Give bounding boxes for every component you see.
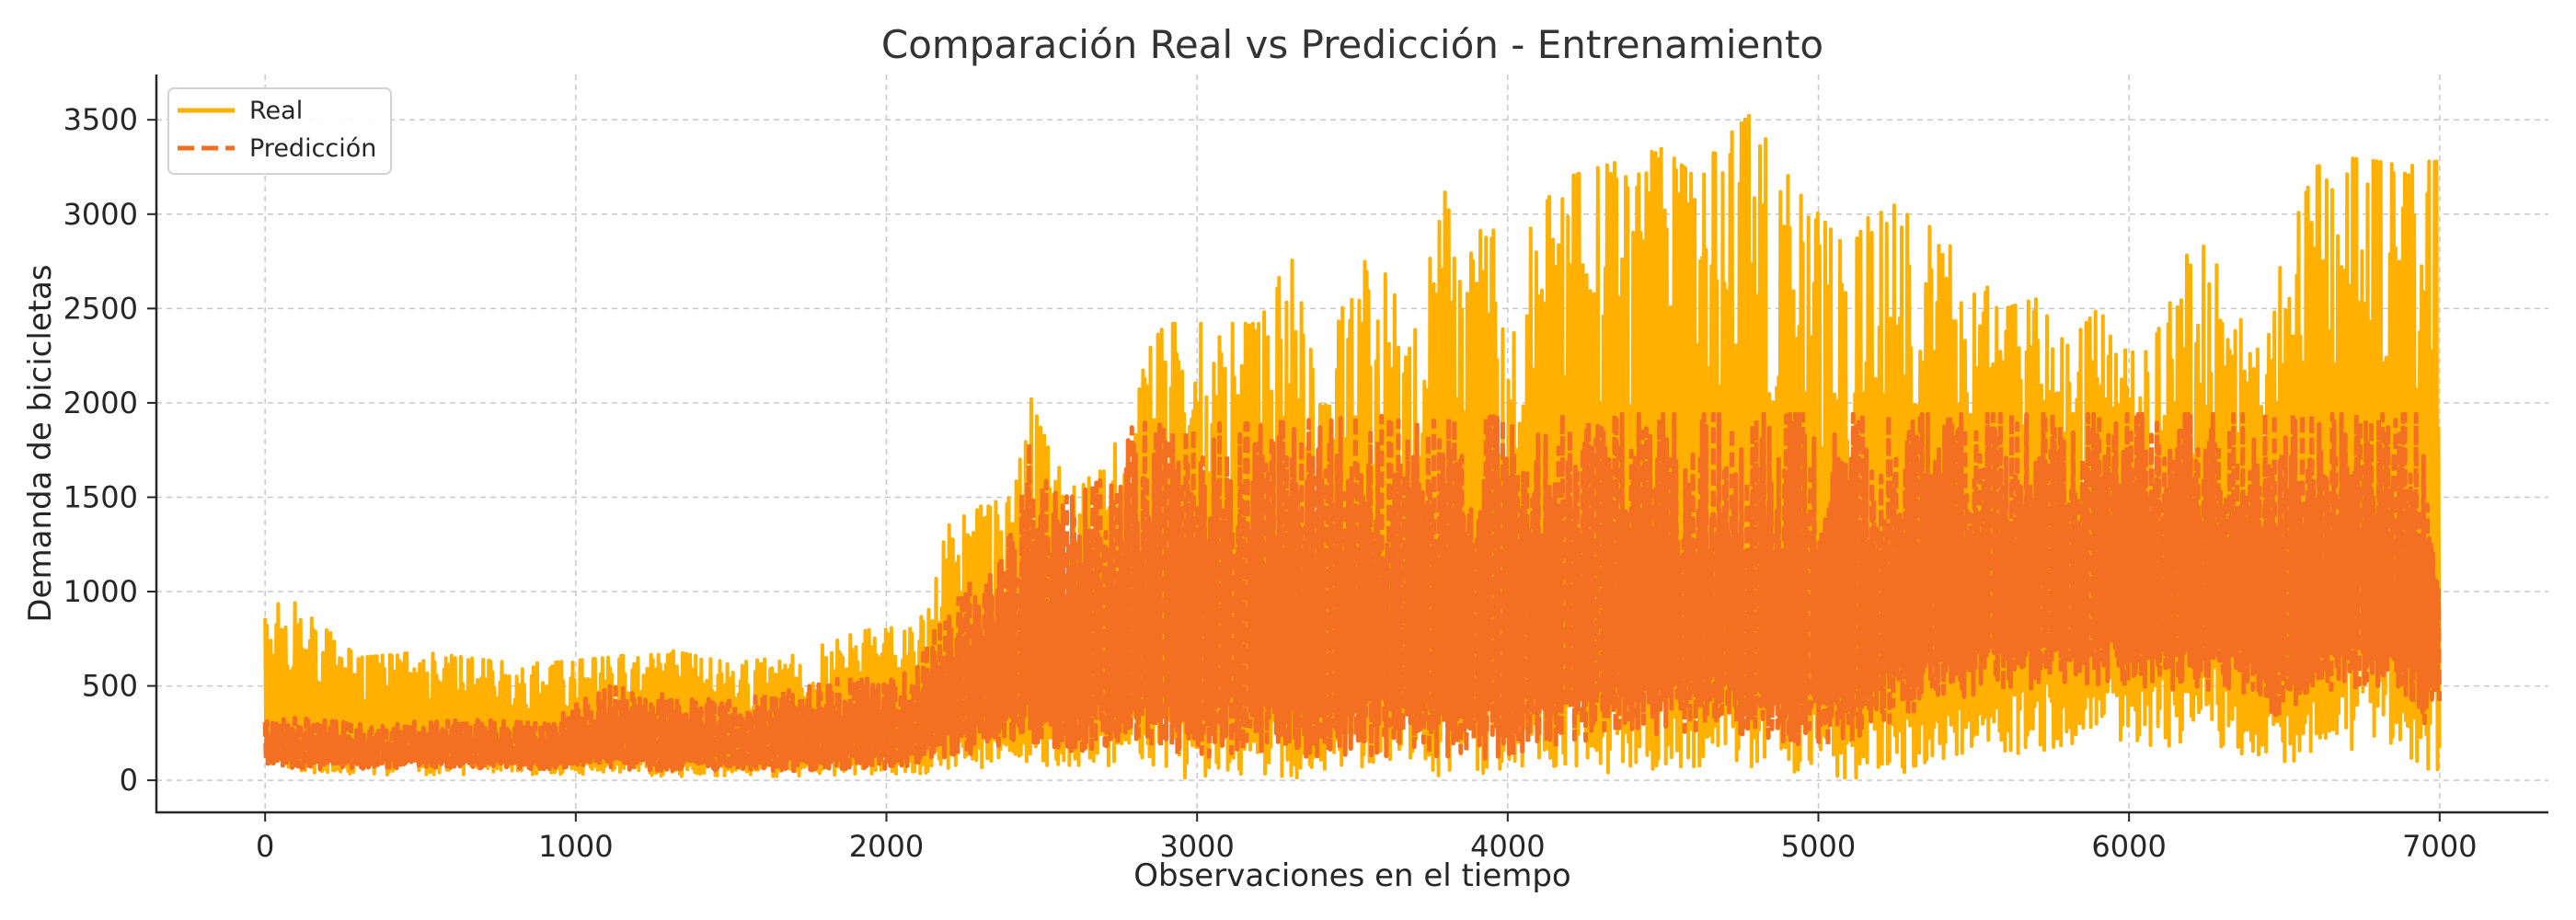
x-tick-label: 0: [256, 829, 274, 864]
y-tick-label: 0: [120, 763, 138, 798]
y-tick-label: 2000: [63, 385, 138, 420]
x-tick-label: 6000: [2091, 829, 2166, 864]
ticks: 0 1000 2000 3000 4000 5000 6000 7000 0 500 1000 150…: [63, 102, 2478, 864]
x-tick-label: 4000: [1470, 829, 1545, 864]
y-tick-label: 3000: [63, 197, 138, 232]
y-tick-label: 2500: [63, 291, 138, 326]
legend-label-prediccion: Predicción: [249, 134, 376, 163]
y-tick-label: 500: [82, 669, 138, 704]
y-axis-title: Demanda de bicicletas: [22, 264, 59, 622]
axes: [155, 75, 2548, 814]
legend-label-real: Real: [249, 97, 303, 125]
x-tick-label: 1000: [538, 829, 613, 864]
series-layer: [262, 113, 2442, 780]
x-tick-label: 2000: [849, 829, 924, 864]
y-tick-label: 1000: [63, 574, 138, 609]
y-tick-label: 1500: [63, 479, 138, 514]
x-tick-label: 7000: [2402, 829, 2477, 864]
legend: Real Predicción: [167, 87, 392, 175]
y-tick-label: 3500: [63, 102, 138, 137]
chart-title: Comparación Real vs Predicción - Entrena…: [881, 22, 1823, 67]
x-tick-label: 5000: [1781, 829, 1856, 864]
x-tick-label: 3000: [1159, 829, 1234, 864]
series-line-prediccion: [262, 411, 2442, 774]
x-axis-title: Observaciones en el tiempo: [1133, 857, 1571, 894]
